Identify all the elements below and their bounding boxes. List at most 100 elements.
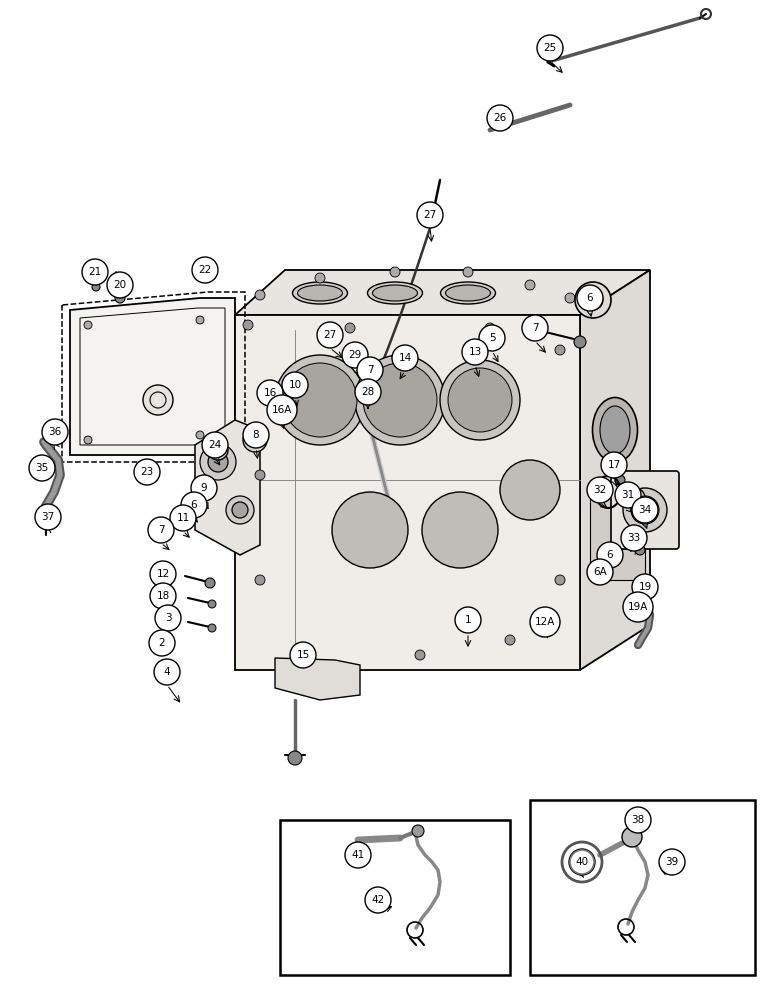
Circle shape bbox=[150, 561, 176, 587]
Text: 6A: 6A bbox=[593, 567, 607, 577]
Polygon shape bbox=[70, 298, 235, 455]
Circle shape bbox=[363, 363, 437, 437]
Text: 42: 42 bbox=[371, 895, 384, 905]
Circle shape bbox=[555, 575, 565, 585]
Text: 40: 40 bbox=[575, 857, 588, 867]
Circle shape bbox=[149, 630, 175, 656]
Circle shape bbox=[255, 470, 265, 480]
Text: 16A: 16A bbox=[272, 405, 292, 415]
Circle shape bbox=[191, 475, 217, 501]
Text: 5: 5 bbox=[489, 333, 495, 343]
Circle shape bbox=[148, 517, 174, 543]
Text: 3: 3 bbox=[165, 613, 171, 623]
Circle shape bbox=[355, 355, 445, 445]
Text: 7: 7 bbox=[367, 365, 374, 375]
Circle shape bbox=[208, 440, 228, 460]
Bar bbox=[530, 800, 755, 975]
Text: 7: 7 bbox=[532, 323, 539, 333]
Circle shape bbox=[412, 825, 424, 837]
Circle shape bbox=[357, 357, 383, 383]
Text: 6: 6 bbox=[607, 550, 613, 560]
Text: 28: 28 bbox=[361, 387, 374, 397]
Ellipse shape bbox=[293, 282, 348, 304]
Circle shape bbox=[463, 267, 473, 277]
Text: 13: 13 bbox=[468, 347, 481, 357]
Circle shape bbox=[208, 600, 216, 608]
Text: 19: 19 bbox=[639, 582, 652, 592]
Circle shape bbox=[243, 428, 267, 452]
Circle shape bbox=[537, 35, 563, 61]
Circle shape bbox=[525, 280, 535, 290]
Text: 18: 18 bbox=[157, 591, 170, 601]
Circle shape bbox=[305, 650, 315, 660]
Text: 25: 25 bbox=[543, 43, 557, 53]
Circle shape bbox=[150, 583, 176, 609]
Circle shape bbox=[143, 385, 173, 415]
Text: 8: 8 bbox=[253, 430, 259, 440]
Text: 14: 14 bbox=[398, 353, 412, 363]
Circle shape bbox=[29, 455, 55, 481]
Bar bbox=[280, 820, 510, 975]
Circle shape bbox=[365, 887, 391, 913]
Circle shape bbox=[625, 807, 651, 833]
Text: 19A: 19A bbox=[628, 602, 648, 612]
Text: 24: 24 bbox=[209, 440, 222, 450]
Circle shape bbox=[390, 267, 400, 277]
Polygon shape bbox=[580, 270, 650, 670]
Circle shape bbox=[134, 459, 160, 485]
Circle shape bbox=[243, 422, 269, 448]
Polygon shape bbox=[235, 315, 580, 670]
Text: 12: 12 bbox=[157, 569, 170, 579]
Circle shape bbox=[625, 488, 645, 508]
Circle shape bbox=[632, 574, 658, 600]
Circle shape bbox=[232, 502, 248, 518]
Circle shape bbox=[288, 751, 302, 765]
Circle shape bbox=[92, 283, 100, 291]
Circle shape bbox=[500, 460, 560, 520]
Circle shape bbox=[226, 496, 254, 524]
Circle shape bbox=[35, 504, 61, 530]
Circle shape bbox=[648, 518, 656, 526]
Text: 26: 26 bbox=[494, 113, 507, 123]
Text: 37: 37 bbox=[41, 512, 54, 522]
Circle shape bbox=[274, 407, 290, 423]
Circle shape bbox=[315, 273, 325, 283]
Circle shape bbox=[632, 497, 658, 523]
Circle shape bbox=[317, 322, 343, 348]
Circle shape bbox=[255, 575, 265, 585]
Circle shape bbox=[462, 339, 488, 365]
Circle shape bbox=[587, 477, 613, 503]
Circle shape bbox=[267, 395, 297, 425]
Text: 10: 10 bbox=[289, 380, 302, 390]
Circle shape bbox=[202, 432, 228, 458]
Ellipse shape bbox=[367, 282, 422, 304]
Ellipse shape bbox=[593, 397, 637, 462]
Ellipse shape bbox=[441, 282, 496, 304]
Circle shape bbox=[623, 592, 653, 622]
Circle shape bbox=[569, 849, 595, 875]
Circle shape bbox=[208, 624, 216, 632]
Text: 34: 34 bbox=[639, 505, 652, 515]
Text: 35: 35 bbox=[35, 463, 49, 473]
Circle shape bbox=[555, 345, 565, 355]
Text: 38: 38 bbox=[631, 815, 645, 825]
Circle shape bbox=[257, 380, 283, 406]
Circle shape bbox=[422, 492, 498, 568]
Text: 20: 20 bbox=[113, 280, 127, 290]
Circle shape bbox=[243, 320, 253, 330]
Circle shape bbox=[196, 431, 204, 439]
Ellipse shape bbox=[445, 285, 490, 301]
Circle shape bbox=[587, 559, 613, 585]
Text: 33: 33 bbox=[627, 533, 641, 543]
Polygon shape bbox=[590, 490, 645, 580]
Text: 7: 7 bbox=[157, 525, 164, 535]
Circle shape bbox=[530, 607, 560, 637]
Circle shape bbox=[485, 323, 495, 333]
Circle shape bbox=[565, 293, 575, 303]
Circle shape bbox=[635, 545, 645, 555]
Circle shape bbox=[155, 605, 181, 631]
Circle shape bbox=[283, 363, 357, 437]
Text: 41: 41 bbox=[351, 850, 364, 860]
Circle shape bbox=[415, 650, 425, 660]
Text: 11: 11 bbox=[176, 513, 189, 523]
